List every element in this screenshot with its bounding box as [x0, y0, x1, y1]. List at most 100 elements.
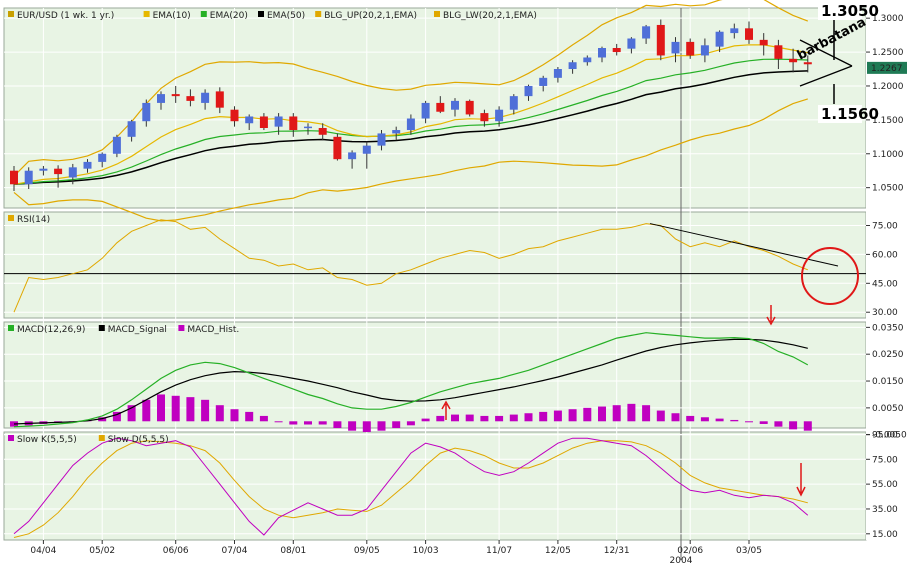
price-tick-label: 1.0500: [872, 184, 904, 194]
macd-hist-bar: [289, 421, 298, 425]
rsi-highlight-circle: [801, 247, 859, 305]
macd-hist-bar: [730, 419, 739, 422]
price-legend-swatch: [434, 11, 440, 17]
macd-hist-bar: [642, 405, 651, 422]
candle-body: [142, 102, 151, 122]
high-callout-bg: [818, 2, 862, 20]
candle-body: [377, 133, 386, 146]
macd-hist-bar: [171, 395, 180, 422]
candle-body: [598, 48, 606, 58]
macd-tick-label: 0.0350: [872, 323, 904, 333]
macd-hist-bar: [318, 421, 327, 425]
candle-body: [553, 69, 562, 78]
macd-tick-label: 0.0250: [872, 350, 904, 360]
macd-hist-bar: [656, 410, 665, 422]
candle-body: [230, 109, 239, 122]
macd-hist-bar: [377, 421, 386, 431]
candle-body: [509, 96, 518, 110]
macd-hist-bar: [583, 407, 592, 422]
macd-hist-bar: [553, 410, 562, 422]
stoch-legend-label: Slow D(5,5,5): [108, 435, 169, 445]
ema50-line: [13, 70, 808, 186]
macd-hist-bar: [568, 409, 577, 422]
macd-hist-bar: [627, 403, 636, 422]
candle-body: [201, 92, 210, 103]
macd-hist-bar: [274, 421, 283, 423]
macd-legend-swatch: [8, 325, 14, 331]
price-legend-swatch: [8, 11, 14, 17]
macd-hist-bar: [539, 411, 548, 422]
candle-body: [686, 41, 695, 56]
candle-body: [406, 118, 415, 131]
macd-up-arrow: [441, 400, 451, 420]
rsi-legend-label: RSI(14): [17, 215, 50, 225]
candle-body: [304, 126, 312, 129]
x-tick-label: 12/31: [604, 546, 630, 556]
price-tick-label: 1.2000: [872, 82, 904, 92]
candle-body: [259, 116, 268, 128]
macd-hist-bar: [465, 414, 474, 422]
candle-body: [495, 109, 504, 122]
candle-body: [583, 57, 592, 63]
macd-hist-bar: [112, 411, 121, 422]
macd-hist-bar: [495, 415, 504, 422]
last-price-label: 1.2267: [871, 64, 903, 74]
macd-hist-bar: [333, 421, 342, 428]
x-tick-label: 10/03: [413, 546, 439, 556]
macd-tick-label: -0.0050: [872, 431, 907, 441]
macd-hist-bar: [509, 414, 518, 422]
macd-legend-label: MACD_Signal: [108, 325, 167, 335]
wedge-lower-line: [799, 65, 853, 87]
macd-legend-swatch: [98, 325, 105, 331]
macd-hist-bar: [715, 418, 724, 422]
macd-hist-bar: [612, 405, 621, 422]
bollinger-lower-line: [13, 98, 808, 222]
x-year-label: 2004: [670, 556, 693, 566]
candle-body: [333, 136, 342, 160]
stoch-d-line: [13, 440, 808, 538]
macd-hist-bar: [686, 415, 695, 422]
macd-hist-bar: [215, 405, 224, 422]
macd-hist-bar: [230, 409, 239, 422]
price-legend-label: BLG_LW(20,2,1,EMA): [443, 11, 537, 21]
macd-hist-bar: [406, 421, 415, 426]
macd-hist-bar: [362, 421, 371, 433]
price-tick-label: 1.1500: [872, 116, 904, 126]
candle-body: [39, 168, 48, 171]
candle-body: [612, 48, 621, 53]
candle-body: [715, 31, 724, 47]
candle-body: [700, 45, 709, 56]
stoch-tick-label: 35.00: [872, 505, 898, 515]
candle-body: [656, 24, 665, 56]
price-legend-label: EMA(20): [210, 11, 248, 21]
low-callout-label: 1.1560: [821, 105, 879, 123]
candle-body: [465, 100, 474, 115]
panel-rsi: [3, 211, 867, 319]
stoch-k-line: [13, 437, 809, 536]
stoch-tick-label: 15.00: [872, 530, 898, 540]
macd-hist-bar: [598, 406, 606, 422]
macd-hist-bar: [392, 421, 401, 428]
macd-hist-bar: [436, 415, 445, 422]
x-tick-label: 08/01: [280, 546, 306, 556]
candle-body: [186, 96, 195, 101]
candle-body: [215, 91, 224, 108]
candle-body: [803, 62, 812, 65]
macd-hist-bar: [304, 421, 312, 425]
panel-price: [3, 7, 867, 209]
candle-body: [759, 39, 768, 46]
stoch-down-arrow: [796, 463, 806, 497]
macd-hist-bar: [201, 399, 210, 422]
x-tick-label: 05/02: [89, 546, 115, 556]
x-tick-label: 09/05: [354, 546, 380, 556]
candle-body: [774, 45, 783, 59]
x-tick-label: 03/05: [736, 546, 762, 556]
macd-tick-label: 0.0050: [872, 404, 904, 414]
macd-line: [13, 332, 809, 428]
x-tick-label: 02/06: [677, 546, 703, 556]
price-tick-label: 1.1000: [872, 150, 904, 160]
candle-body: [318, 128, 327, 135]
candle-body: [627, 38, 636, 49]
